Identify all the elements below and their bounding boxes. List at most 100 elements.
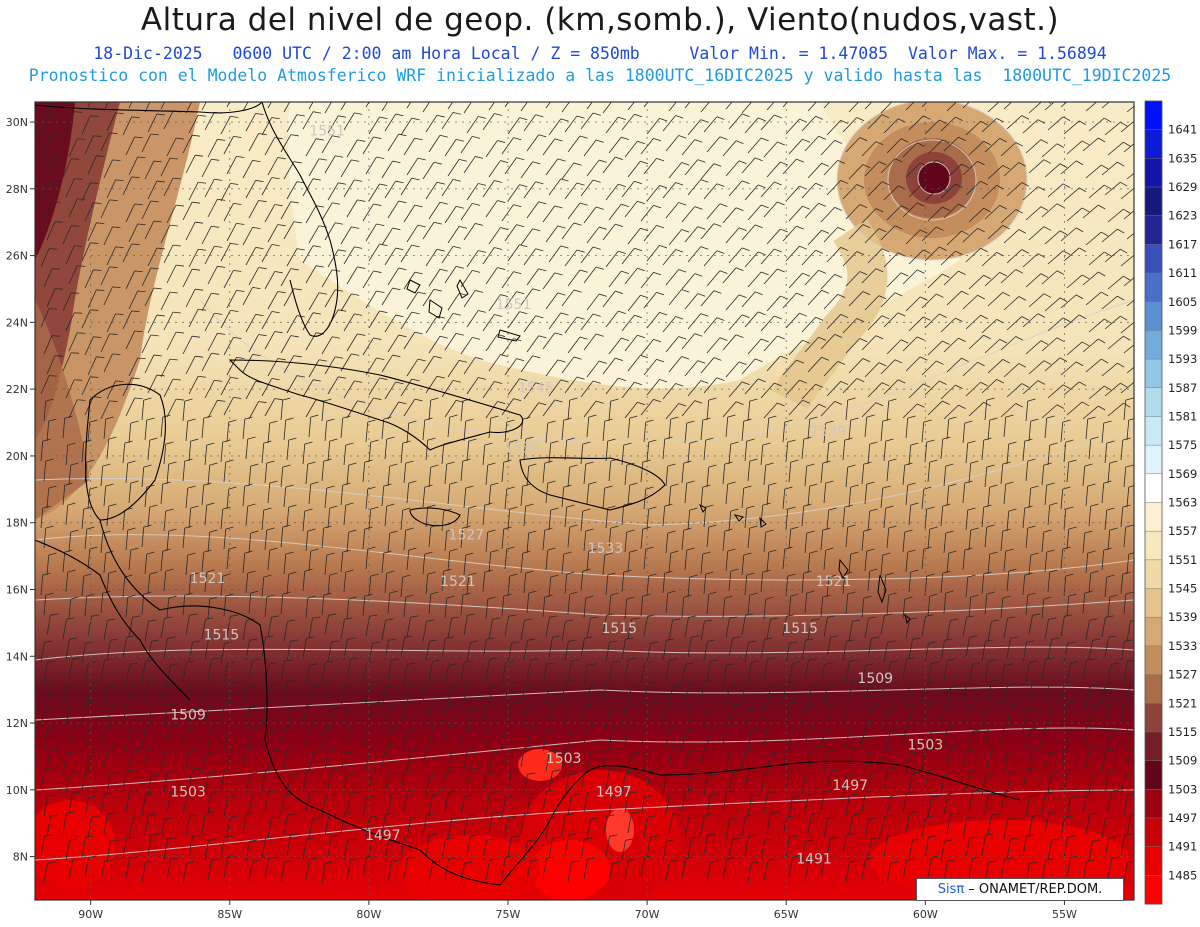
wind-barb-flag bbox=[828, 507, 837, 511]
wind-barb-flag bbox=[357, 139, 366, 142]
wind-barb bbox=[87, 102, 91, 108]
wind-barb bbox=[902, 860, 907, 881]
wind-barb-flag bbox=[448, 723, 457, 726]
wind-barb bbox=[807, 620, 812, 641]
wind-barb bbox=[144, 220, 155, 240]
wind-barb bbox=[283, 748, 288, 769]
wind-barb bbox=[128, 102, 133, 109]
wind-barb-flag bbox=[1043, 159, 1052, 164]
wind-barb-flag bbox=[357, 400, 366, 403]
wind-barb bbox=[1123, 277, 1134, 287]
wind-barb-flag bbox=[156, 374, 165, 377]
wind-barb-flag bbox=[612, 794, 621, 797]
wind-barb bbox=[422, 356, 435, 374]
wind-barb-flag bbox=[209, 596, 218, 600]
wind-barb-flag bbox=[315, 138, 324, 141]
wind-barb-flag bbox=[939, 119, 947, 124]
wind-barb-flag bbox=[547, 547, 556, 551]
wind-barb-flag bbox=[86, 459, 95, 463]
wind-barb bbox=[422, 681, 427, 702]
wind-barb bbox=[908, 572, 912, 593]
wind-barb bbox=[1022, 313, 1039, 328]
wind-barb-flag bbox=[269, 547, 278, 551]
wind-barb-flag bbox=[74, 111, 83, 113]
wind-barb bbox=[1082, 137, 1099, 152]
wind-barb-flag bbox=[107, 618, 116, 621]
wind-barb bbox=[302, 772, 307, 793]
wind-barb bbox=[1101, 684, 1106, 705]
colorbar-label: 1623 bbox=[1168, 209, 1197, 223]
wind-barb bbox=[1066, 730, 1071, 751]
wind-barb bbox=[220, 509, 224, 530]
wind-barb bbox=[968, 140, 984, 156]
wind-barb bbox=[987, 102, 1000, 113]
wind-barb bbox=[283, 102, 291, 113]
wind-barb bbox=[706, 862, 711, 883]
wind-barb-flag bbox=[550, 574, 559, 578]
wind-barb bbox=[308, 484, 312, 505]
wind-barb-flag bbox=[659, 118, 668, 122]
wind-barb bbox=[1107, 664, 1112, 685]
wind-barb bbox=[248, 133, 259, 152]
wind-barb-flag bbox=[961, 290, 969, 296]
wind-barb-flag bbox=[621, 136, 629, 140]
wind-barb bbox=[340, 686, 345, 707]
wind-barb bbox=[485, 860, 490, 881]
wind-barb bbox=[785, 185, 800, 202]
wind-barb bbox=[242, 419, 246, 440]
wind-barb bbox=[902, 465, 906, 486]
wind-barb-flag bbox=[972, 856, 981, 859]
wind-barb-flag bbox=[146, 551, 155, 555]
wind-barb bbox=[861, 464, 865, 485]
wind-barb-flag bbox=[869, 508, 878, 512]
wind-barb bbox=[1047, 840, 1052, 861]
wind-barb-flag bbox=[91, 815, 100, 818]
wind-barb bbox=[466, 642, 471, 663]
wind-barb bbox=[466, 575, 470, 596]
wind-barb bbox=[1041, 726, 1046, 747]
wind-barb-flag bbox=[367, 419, 376, 423]
wind-barb bbox=[826, 510, 830, 531]
wind-barb bbox=[381, 814, 386, 835]
wind-barb bbox=[580, 179, 594, 197]
wind-barb bbox=[1123, 467, 1127, 488]
wind-barb bbox=[444, 139, 457, 157]
wind-barb-flag bbox=[735, 334, 744, 338]
lon-label: 85W bbox=[217, 908, 242, 921]
wind-barb bbox=[125, 270, 136, 290]
wind-barb bbox=[267, 423, 271, 444]
wind-barb bbox=[264, 398, 276, 417]
wind-barb-flag bbox=[1059, 163, 1068, 168]
wind-barb bbox=[400, 577, 404, 598]
wind-barb-flag bbox=[920, 296, 928, 301]
wind-barb-flag bbox=[748, 707, 757, 710]
wind-barb-flag bbox=[659, 312, 668, 316]
wind-barb bbox=[343, 572, 347, 593]
wind-barb-flag bbox=[233, 269, 242, 272]
wind-barb-flag bbox=[571, 860, 580, 863]
wind-barb-flag bbox=[707, 773, 716, 776]
wind-barb bbox=[226, 223, 237, 242]
wind-barb bbox=[504, 817, 509, 838]
wind-barb bbox=[204, 313, 215, 332]
wind-barb bbox=[163, 571, 167, 592]
wind-barb-flag bbox=[637, 334, 646, 339]
wind-barb-flag bbox=[96, 222, 105, 224]
wind-barb-flag bbox=[265, 769, 274, 772]
wind-barb bbox=[1022, 380, 1039, 395]
wind-barb-flag bbox=[751, 727, 760, 730]
wind-barb bbox=[160, 685, 165, 706]
wind-barb bbox=[567, 527, 571, 548]
wind-barb-flag bbox=[1049, 569, 1058, 573]
wind-barb bbox=[924, 313, 940, 329]
wind-barb-flag bbox=[849, 726, 858, 729]
wind-barb-flag bbox=[1136, 380, 1143, 384]
wind-barb-flag bbox=[427, 571, 436, 575]
wind-barb bbox=[744, 251, 759, 268]
colorbar-label: 1587 bbox=[1168, 381, 1197, 395]
wind-barb bbox=[87, 683, 92, 704]
wind-barb bbox=[87, 155, 97, 175]
wind-barb bbox=[447, 618, 452, 639]
wind-barb-flag bbox=[755, 98, 762, 101]
wind-barb bbox=[681, 731, 686, 752]
